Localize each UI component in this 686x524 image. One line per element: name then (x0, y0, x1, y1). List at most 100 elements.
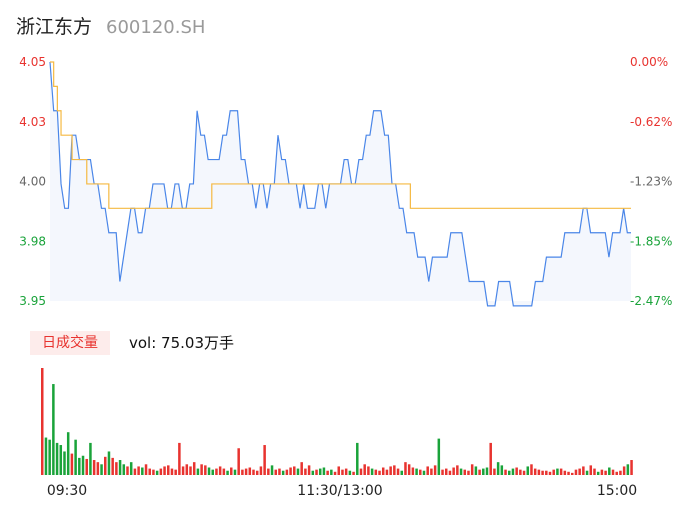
pct-tick-label: -1.85% (630, 234, 672, 248)
volume-bar (44, 437, 48, 475)
volume-bar (463, 469, 467, 475)
volume-bar (241, 469, 244, 475)
volume-bar (593, 468, 596, 475)
volume-bar (181, 466, 185, 475)
volume-bar (467, 470, 470, 475)
volume-bar (570, 472, 574, 475)
volume-bar (530, 464, 533, 475)
volume-bar (619, 470, 622, 475)
volume-bar (259, 466, 263, 475)
volume-bar (270, 465, 274, 475)
volume-bar (189, 466, 192, 475)
volume-bar (456, 465, 459, 475)
volume-bar (144, 464, 148, 475)
volume-bar (192, 462, 196, 475)
volume-bar (537, 469, 541, 475)
volume-bar (563, 470, 567, 475)
volume-bar (252, 469, 255, 475)
volume-readout: vol: 75.03万手 (129, 331, 234, 355)
volume-bar (304, 468, 307, 475)
volume-bar (522, 470, 526, 475)
volume-bar (267, 468, 270, 475)
volume-bar (74, 439, 77, 475)
volume-bar (204, 465, 207, 475)
volume-bar (59, 445, 63, 475)
volume-bar (218, 466, 222, 475)
volume-bar (396, 468, 400, 475)
y-tick-label: 3.98 (19, 234, 46, 248)
volume-bar (237, 448, 240, 475)
volume-bar (63, 451, 66, 475)
volume-bar (141, 467, 144, 475)
volume-bar (533, 468, 537, 475)
volume-bar (556, 468, 559, 475)
volume-bar (385, 469, 389, 475)
volume-bar (170, 468, 174, 475)
volume-bar (393, 465, 396, 475)
x-tick-label: 11:30/13:00 (297, 483, 382, 499)
volume-bar (541, 470, 544, 475)
volume-bar (407, 464, 411, 475)
volume-bar (582, 466, 585, 475)
volume-bar (222, 468, 226, 475)
volume-bar (611, 469, 615, 475)
volume-bar (415, 468, 418, 475)
volume-bar (300, 462, 303, 475)
volume-bar (233, 469, 237, 475)
volume-bar (318, 468, 322, 475)
volume-bar (159, 468, 163, 475)
volume-bar (600, 469, 604, 475)
volume-bar (411, 467, 415, 475)
volume-bar (426, 466, 429, 475)
volume-bar (344, 468, 348, 475)
volume-bar (311, 470, 315, 475)
volume-bar (185, 464, 189, 475)
volume-bar (489, 442, 492, 475)
volume-bar (589, 465, 593, 475)
y-tick-label: 3.95 (19, 294, 46, 308)
volume-prefix: vol: (129, 334, 162, 352)
volume-bar (604, 470, 607, 475)
volume-bar (389, 466, 392, 475)
volume-bar (200, 464, 203, 475)
volume-bar (122, 464, 126, 475)
volume-bar (578, 468, 581, 475)
volume-bar (118, 460, 122, 475)
volume-bar (515, 467, 518, 475)
x-tick-label: 15:00 (597, 483, 637, 499)
volume-bar (148, 468, 151, 475)
volume-bar (274, 469, 277, 475)
volume-bar (552, 469, 555, 475)
volume-bar (608, 467, 611, 475)
volume-bar (278, 468, 281, 475)
volume-bar (337, 466, 341, 475)
volume-bar (459, 468, 463, 475)
volume-bar (92, 460, 96, 475)
volume-bar (66, 432, 70, 475)
daily-volume-tab[interactable]: 日成交量 (30, 331, 110, 355)
volume-bar (104, 456, 107, 475)
stock-name: 浙江东方 (16, 16, 93, 38)
volume-bar (585, 470, 589, 475)
volume-bar (333, 471, 337, 475)
volume-bar (315, 469, 318, 475)
volume-bar (548, 471, 552, 475)
y-tick-label: 4.05 (19, 55, 46, 69)
x-tick-label: 09:30 (47, 483, 87, 499)
volume-bar (55, 442, 59, 475)
volume-bar (52, 384, 55, 475)
volume-bar (504, 469, 507, 475)
volume-bar (96, 462, 100, 475)
volume-bar (296, 468, 300, 475)
volume-bar (326, 470, 329, 475)
volume-bar (137, 466, 140, 475)
volume-bar (322, 467, 326, 475)
volume-bar (70, 453, 74, 475)
volume-bar (115, 462, 118, 475)
volume-bar (129, 462, 133, 475)
volume-bar (281, 470, 285, 475)
volume-bar (152, 469, 155, 475)
stock-code: 600120.SH (106, 17, 206, 38)
volume-bar (100, 464, 103, 475)
